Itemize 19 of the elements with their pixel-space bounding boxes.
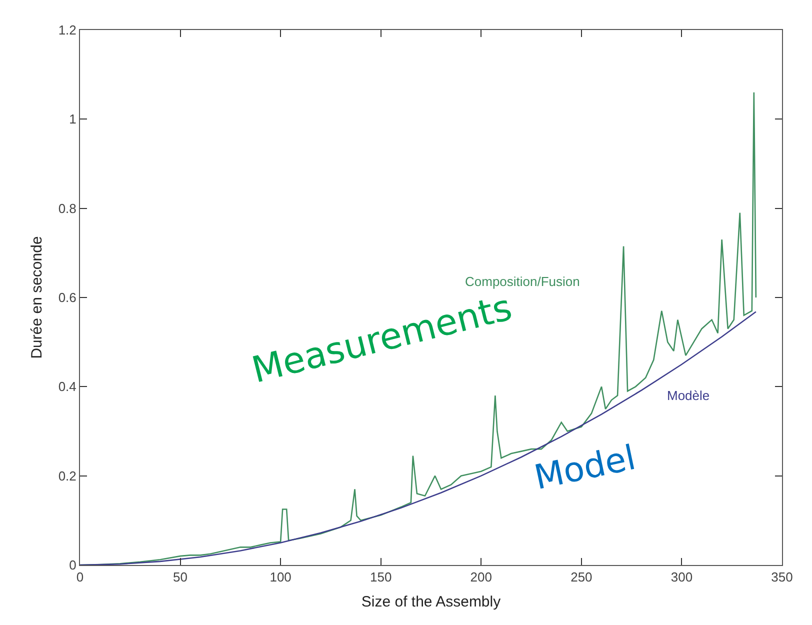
y-tick-label: 0.8: [58, 200, 76, 216]
y-tick-label: 1.2: [58, 22, 76, 38]
y-axis-title: Durée en seconde: [28, 236, 46, 359]
annotation: Model: [530, 438, 640, 498]
y-tick-label: 0.6: [58, 290, 76, 306]
x-tick-label: 300: [670, 570, 693, 585]
x-tick-label: 350: [771, 570, 793, 585]
x-tick-label: 200: [470, 570, 492, 585]
y-tick-label: 1: [69, 112, 76, 127]
x-axis-title: Size of the Assembly: [361, 594, 502, 611]
x-tick-label: 50: [173, 570, 188, 585]
y-tick-label: 0.2: [58, 468, 76, 484]
y-tick-label: 0.4: [58, 379, 76, 394]
x-tick-label: 100: [270, 570, 292, 585]
x-tick-label: 250: [570, 570, 592, 585]
y-tick-label: 0: [69, 558, 76, 573]
text: Composition/Fusion: [465, 274, 580, 289]
x-tick-label: 150: [370, 570, 392, 585]
series-label: Modèle: [667, 388, 710, 403]
